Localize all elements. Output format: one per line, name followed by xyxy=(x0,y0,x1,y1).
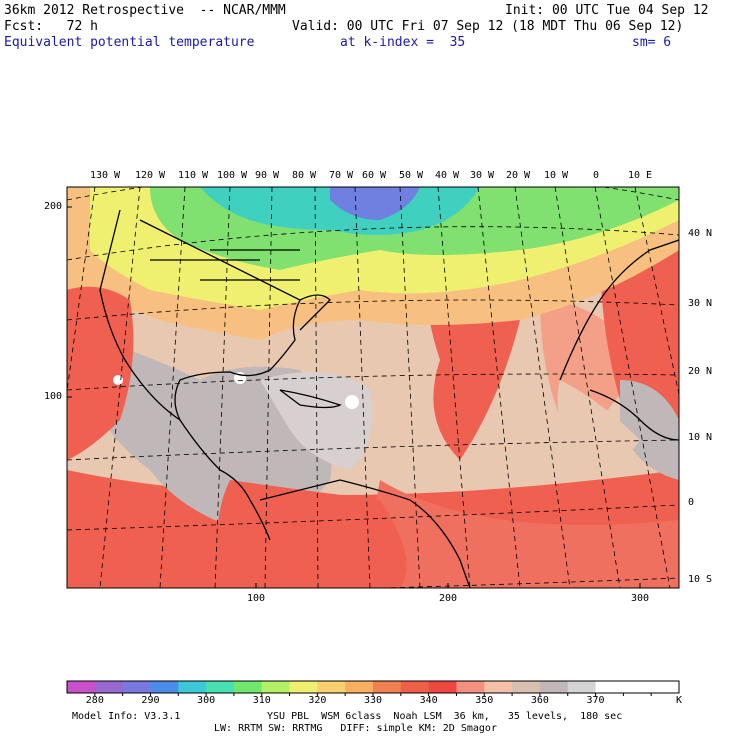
lon-label: 10 W xyxy=(543,170,569,181)
left-ticks xyxy=(67,206,641,588)
lat-label: 10 S xyxy=(688,574,713,585)
field-name: Equivalent potential temperature xyxy=(4,35,255,50)
colorbar-swatch xyxy=(456,681,485,693)
grid-y-label: 100 xyxy=(43,391,62,402)
colorbar-label: 280 xyxy=(85,695,104,706)
colorbar-swatch xyxy=(484,681,513,693)
grid-x-label: 200 xyxy=(438,593,458,604)
colorbar-label: 310 xyxy=(252,695,271,706)
colorbar-swatch xyxy=(261,681,291,693)
colorbar-label: 360 xyxy=(530,695,549,706)
colorbar-label: 330 xyxy=(363,695,383,706)
colorbar-swatch xyxy=(317,681,346,693)
colorbar-swatch xyxy=(428,681,457,693)
colorbar-label: 340 xyxy=(419,695,438,706)
theta-e-field xyxy=(67,187,679,588)
colorbar-swatch xyxy=(150,681,179,693)
colorbar-swatch xyxy=(67,681,96,693)
colorbar-swatch xyxy=(122,681,151,693)
colorbar-swatch xyxy=(206,681,235,693)
colorbar-swatch xyxy=(345,681,374,693)
map-frame xyxy=(66,186,680,589)
lon-label: 0 xyxy=(592,170,600,181)
lon-label: 120 W xyxy=(134,170,166,181)
colorbar-label: 350 xyxy=(475,695,494,706)
colorbar-swatch xyxy=(512,681,541,693)
colorbar-unit: K xyxy=(675,695,683,706)
lon-label: 110 W xyxy=(177,170,209,181)
physics-info-2: LW: RRTM SW: RRTMG DIFF: simple KM: 2D S… xyxy=(214,723,497,734)
init-time: Init: 00 UTC Tue 04 Sep 12 xyxy=(505,3,709,18)
colorbar-swatch xyxy=(651,681,680,693)
model-info: Model Info: V3.3.1 xyxy=(72,711,181,722)
lat-label: 10 N xyxy=(688,432,713,443)
colorbar-swatch xyxy=(595,681,624,693)
lon-label: 100 W xyxy=(216,170,248,181)
lon-label: 10 E xyxy=(627,170,653,181)
forecast-hour: Fcst: 72 h xyxy=(4,19,98,34)
colorbar-swatch xyxy=(539,681,569,693)
valid-time: Valid: 00 UTC Fri 07 Sep 12 (18 MDT Thu … xyxy=(292,19,684,34)
lon-label: 50 W xyxy=(398,170,424,181)
colorbar-label: 300 xyxy=(197,695,216,706)
colorbar-swatch xyxy=(373,681,402,693)
grid-x-label: 300 xyxy=(630,593,650,604)
colorbar-label: 290 xyxy=(141,695,160,706)
level-info: at k-index = 35 xyxy=(340,35,466,50)
grid-x-label: 100 xyxy=(246,593,266,604)
physics-info: YSU PBL WSM 6class Noah LSM 36 km, 35 le… xyxy=(267,711,623,722)
colorbar-swatch xyxy=(623,681,652,693)
colorbar-swatch xyxy=(400,681,430,693)
lat-label: 30 N xyxy=(688,298,713,309)
lon-label: 90 W xyxy=(254,170,280,181)
grid-y-label: 200 xyxy=(43,201,62,212)
lon-label: 130 W xyxy=(89,170,121,181)
colorbar-swatch xyxy=(94,681,124,693)
lon-label: 70 W xyxy=(328,170,354,181)
colorbar-label: 320 xyxy=(308,695,327,706)
coastlines xyxy=(99,209,679,588)
lon-label: 60 W xyxy=(361,170,387,181)
lat-label: 0 xyxy=(688,497,695,508)
graticule xyxy=(67,187,679,588)
colorbar-label: 370 xyxy=(586,695,605,706)
lat-label: 20 N xyxy=(688,366,713,377)
lon-label: 20 W xyxy=(505,170,531,181)
lat-label: 40 N xyxy=(688,228,713,239)
lon-label: 30 W xyxy=(469,170,495,181)
colorbar-swatch xyxy=(567,681,597,693)
lon-label: 80 W xyxy=(291,170,317,181)
colorbar-swatch xyxy=(233,681,263,693)
colorbar-swatch xyxy=(178,681,207,693)
colorbar xyxy=(66,680,680,696)
colorbar-swatch xyxy=(289,681,318,693)
smoothing-info: sm= 6 xyxy=(632,35,672,50)
lon-label: 40 W xyxy=(434,170,460,181)
model-title: 36km 2012 Retrospective -- NCAR/MMM xyxy=(4,3,286,18)
